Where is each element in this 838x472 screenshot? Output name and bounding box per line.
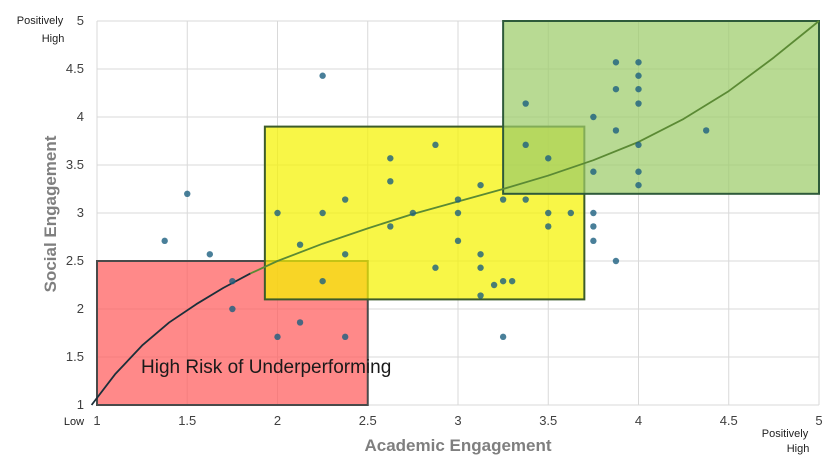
engagement-regions — [96, 20, 820, 406]
y-top-label-line1: Positively — [17, 15, 64, 27]
data-point — [635, 72, 642, 79]
data-point — [499, 277, 507, 285]
y-tick-label: 1 — [77, 397, 84, 412]
high-risk-label: High Risk of Underperforming — [141, 357, 391, 378]
x-tick-label: 2.5 — [359, 413, 377, 428]
data-point — [545, 155, 552, 162]
low-label: Low — [64, 416, 84, 428]
y-tick-labels: 1 1.5 2 2.5 3 3.5 4 4.5 5 — [66, 13, 84, 412]
trendline-lower — [90, 272, 251, 406]
data-point — [508, 277, 516, 285]
data-point — [590, 237, 597, 245]
data-point — [590, 168, 597, 175]
data-point — [296, 241, 304, 248]
data-point — [477, 251, 484, 258]
data-point — [341, 333, 349, 341]
data-point — [206, 251, 214, 258]
x-right-label-line2: High — [787, 443, 810, 455]
data-point — [499, 196, 507, 203]
green-region — [502, 20, 820, 195]
data-point — [432, 264, 439, 271]
data-point — [161, 237, 168, 245]
data-point — [499, 333, 507, 341]
data-point — [635, 85, 642, 93]
data-point — [296, 319, 304, 326]
data-point — [590, 209, 597, 217]
x-tick-label: 3 — [454, 413, 461, 428]
x-tick-label: 5 — [815, 413, 822, 428]
x-tick-label: 1 — [93, 413, 100, 428]
y-tick-label: 5 — [77, 13, 84, 28]
y-top-label-line2: High — [42, 33, 65, 45]
data-point — [612, 257, 620, 265]
y-tick-label: 2 — [77, 301, 84, 316]
data-point — [590, 113, 597, 121]
data-point — [635, 100, 642, 107]
data-point — [341, 196, 349, 203]
y-tick-label: 3 — [77, 205, 84, 220]
data-point — [490, 281, 498, 289]
data-point — [319, 277, 326, 285]
data-point — [319, 72, 326, 79]
y-tick-label: 1.5 — [66, 349, 84, 364]
data-point — [341, 251, 349, 258]
data-point — [612, 127, 620, 134]
data-point — [545, 223, 552, 230]
data-point — [454, 237, 462, 245]
data-point — [635, 141, 642, 149]
data-point — [454, 209, 462, 217]
y-tick-label: 4.5 — [66, 61, 84, 76]
y-tick-label: 2.5 — [66, 253, 84, 268]
data-point — [274, 333, 281, 341]
data-point — [387, 178, 394, 185]
data-point — [454, 196, 462, 203]
data-point — [229, 277, 236, 285]
data-point — [229, 305, 236, 313]
data-point — [319, 209, 326, 217]
data-point — [387, 223, 394, 230]
data-point — [522, 196, 529, 203]
data-point — [477, 264, 484, 271]
data-point — [702, 127, 710, 134]
data-point — [432, 141, 439, 149]
data-point — [477, 292, 484, 299]
y-axis-title: Social Engagement — [41, 135, 60, 292]
data-point — [635, 59, 642, 66]
data-point — [545, 209, 552, 217]
x-tick-label: 4 — [635, 413, 642, 428]
x-tick-label: 4.5 — [720, 413, 738, 428]
trendline-upper — [250, 20, 820, 275]
x-axis-title: Academic Engagement — [364, 436, 551, 455]
data-points — [161, 59, 710, 341]
data-point — [635, 181, 642, 189]
data-point — [387, 155, 394, 162]
data-point — [274, 209, 281, 217]
data-point — [612, 85, 620, 93]
data-point — [409, 209, 417, 217]
x-right-label-line1: Positively — [762, 428, 809, 440]
x-tick-labels: 1 1.5 2 2.5 3 3.5 4 4.5 5 — [93, 413, 822, 428]
data-point — [612, 59, 620, 66]
data-point — [184, 190, 191, 197]
x-tick-label: 1.5 — [178, 413, 196, 428]
x-tick-label: 3.5 — [539, 413, 557, 428]
data-point — [635, 168, 642, 175]
y-tick-label: 3.5 — [66, 157, 84, 172]
x-tick-label: 2 — [274, 413, 281, 428]
data-point — [590, 223, 597, 230]
data-point — [477, 181, 484, 189]
data-point — [522, 100, 529, 107]
data-point — [522, 141, 529, 149]
trendline-group — [90, 20, 820, 406]
data-point — [567, 209, 575, 217]
y-tick-label: 4 — [77, 109, 84, 124]
